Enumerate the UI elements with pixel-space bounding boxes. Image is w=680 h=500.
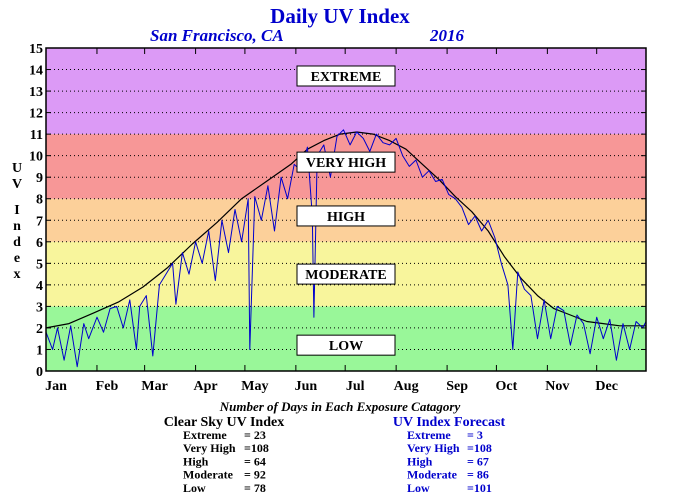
clear-sky-row: Very High =108 [183,441,269,455]
y-tick-label: 7 [36,214,43,229]
band-labels: LOW MODERATE HIGH VERY HIGH EXTREME [296,65,396,356]
x-tick-label: Dec [595,379,618,394]
svg-text:=108: =108 [467,441,492,455]
y-tick-label: 5 [36,257,43,272]
forecast-row: Extreme = 3 [407,428,483,442]
y-tick-label: 13 [29,85,43,100]
svg-text:= 78: = 78 [244,481,266,495]
svg-text:n: n [13,219,21,234]
svg-text:d: d [13,235,21,250]
svg-text:Very High: Very High [407,441,460,455]
clear-sky-title: Clear Sky UV Index [164,415,284,430]
summary-heading: Number of Days in Each Exposure Catagory [219,399,461,414]
svg-text:LOW: LOW [329,339,363,354]
svg-text:Low: Low [407,481,430,495]
band-label-very-high: VERY HIGH [296,151,396,173]
forecast-row: Low =101 [407,481,492,495]
band-label-low: LOW [296,334,396,356]
y-tick-label: 11 [30,128,43,143]
y-tick-label: 1 [36,343,43,358]
y-tick-label: 10 [29,150,43,165]
svg-text:x: x [14,267,21,282]
x-tick-label: Nov [545,379,569,394]
svg-text:High: High [407,454,433,468]
svg-text:= 67: = 67 [467,454,489,468]
svg-text:High: High [183,454,209,468]
svg-text:EXTREME: EXTREME [311,70,382,85]
x-tick-label: Aug [394,379,419,394]
clear-sky-row: Low = 78 [183,481,266,495]
plot-frame [45,47,647,372]
svg-text:Extreme: Extreme [183,428,227,442]
svg-text:= 86: = 86 [467,468,489,482]
svg-text:e: e [14,251,20,266]
forecast-row: High = 67 [407,454,489,468]
svg-text:HIGH: HIGH [327,210,365,225]
band-label-high: HIGH [296,205,396,227]
series-lines [45,129,647,368]
x-tick-label: Oct [496,379,518,394]
svg-text:Moderate: Moderate [183,468,234,482]
x-tick-label: Feb [96,379,119,394]
chart-year: 2016 [429,26,465,45]
svg-text:Extreme: Extreme [407,428,451,442]
x-tick-label: Jun [295,379,318,394]
svg-text:V: V [12,177,22,192]
svg-text:Moderate: Moderate [407,468,458,482]
svg-text:= 23: = 23 [244,428,266,442]
svg-text:U: U [12,161,22,176]
clear-sky-row: Extreme = 23 [183,428,266,442]
forecast-title: UV Index Forecast [393,415,506,430]
svg-text:Low: Low [183,481,206,495]
x-tick-label: May [241,379,268,394]
y-tick-label: 15 [29,42,43,57]
y-tick-label: 6 [36,236,43,251]
y-tick-label: 8 [36,193,43,208]
y-tick-label: 14 [29,64,43,79]
svg-text:VERY HIGH: VERY HIGH [306,156,386,171]
svg-text:I: I [14,203,19,218]
clear-sky-series-line [45,131,646,329]
svg-text:=101: =101 [467,481,492,495]
svg-text:= 92: = 92 [244,468,266,482]
chart-title: Daily UV Index [270,4,410,28]
band-label-moderate: MODERATE [296,263,396,285]
y-tick-label: 4 [36,279,43,294]
svg-text:= 3: = 3 [467,428,483,442]
svg-text:=108: =108 [244,441,269,455]
forecast-series-line [45,129,647,368]
svg-text:MODERATE: MODERATE [305,268,386,283]
x-tick-label: Apr [194,379,218,394]
svg-text:= 64: = 64 [244,454,266,468]
svg-text:Very High: Very High [183,441,236,455]
y-tick-label: 12 [29,107,43,122]
x-tick-label: Mar [141,379,167,394]
forecast-row: Very High =108 [407,441,492,455]
y-tick-label: 2 [36,322,43,337]
y-tick-label: 9 [36,171,43,186]
y-tick-label: 3 [36,300,43,315]
y-tick-label: 0 [36,365,43,380]
clear-sky-row: Moderate = 92 [183,468,266,482]
forecast-row: Moderate = 86 [407,468,489,482]
x-tick-label: Jul [346,379,365,394]
clear-sky-row: High = 64 [183,454,266,468]
band-label-extreme: EXTREME [296,65,396,87]
x-tick-label: Sep [446,379,468,394]
chart-location: San Francisco, CA [150,26,284,45]
x-tick-label: Jan [45,379,67,394]
